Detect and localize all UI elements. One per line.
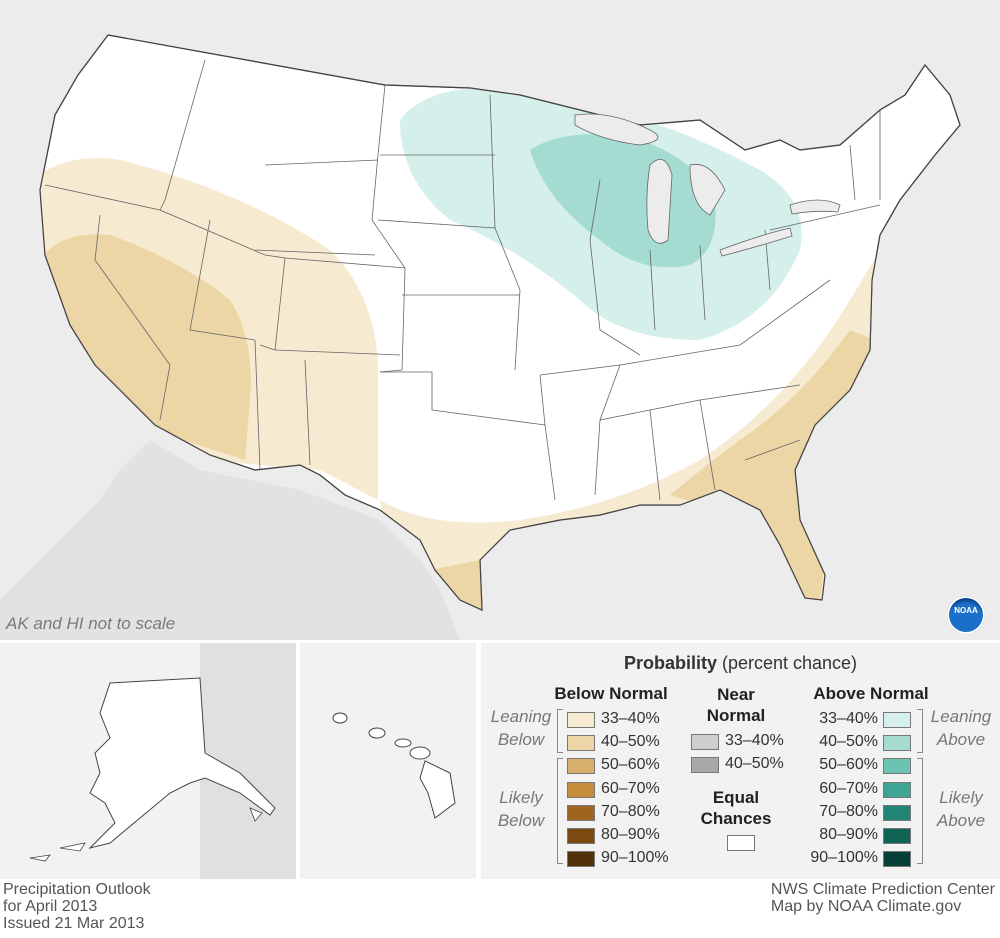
below-normal-range-label-1: 40–50% <box>601 733 660 751</box>
leaning-above-label: Leaning Above <box>922 705 1000 751</box>
likely-above-label-1: Likely <box>939 788 983 807</box>
leaning-below-label: Leaning Below <box>486 705 556 751</box>
below-normal-swatch-3 <box>567 781 595 798</box>
below-normal-swatch-1 <box>567 735 595 752</box>
likely-above-label-2: Above <box>936 811 986 830</box>
near-normal-heading: Near Normal <box>686 684 786 726</box>
below-normal-range-label-2: 50–60% <box>601 756 660 774</box>
below-normal-range-label-3: 60–70% <box>601 779 660 797</box>
legend-title: Probability (percent chance) <box>481 653 1000 674</box>
above-normal-range-label-0: 33–40% <box>819 710 878 727</box>
above-normal-swatch-5 <box>883 828 911 844</box>
above-normal-range-label-1: 40–50% <box>819 733 878 751</box>
likely-below-bracket <box>557 758 563 864</box>
legend-title-bold: Probability <box>623 653 717 673</box>
leaning-below-label-2: Below <box>497 730 545 749</box>
credit-climate-gov: Map by NOAA Climate.gov <box>770 898 962 915</box>
likely-below-label: Likely Below <box>486 786 556 832</box>
below-normal-range-label-4: 70–80% <box>601 802 660 820</box>
below-normal-swatch-4 <box>567 804 595 821</box>
leaning-below-label-1: Leaning <box>490 707 552 726</box>
equal-chances-heading-2: Chances <box>700 809 772 828</box>
below-normal-swatch-6 <box>567 851 595 868</box>
above-normal-swatch-6 <box>883 851 911 868</box>
outlook-title: Precipitation Outlook <box>3 881 151 898</box>
above-normal-swatch-1 <box>883 735 911 752</box>
leaning-above-label-1: Leaning <box>930 707 992 726</box>
likely-below-label-1: Likely <box>499 788 543 807</box>
above-normal-swatch-4 <box>883 804 911 821</box>
above-normal-range-label-2: 50–60% <box>819 756 878 774</box>
below-normal-swatch-0 <box>567 712 595 728</box>
contiguous-us-map: AK and HI not to scale NOAA <box>0 0 1000 640</box>
above-normal-heading: Above Normal <box>813 684 929 703</box>
near-normal-heading-1: Near <box>717 685 755 704</box>
outlook-period: for April 2013 <box>3 898 98 915</box>
leaning-below-bracket <box>557 709 563 753</box>
above-normal-swatch-0 <box>883 712 911 728</box>
near-normal-swatch-1 <box>691 757 719 774</box>
issued-date: Issued 21 Mar 2013 <box>3 915 145 932</box>
alaska-inset <box>0 643 296 879</box>
near-normal-range-label-0: 33–40% <box>725 732 784 749</box>
above-normal-range-label-5: 80–90% <box>819 826 878 843</box>
hawaii-inset <box>300 643 476 879</box>
near-normal-heading-2: Normal <box>706 706 766 725</box>
near-normal-swatch-0 <box>691 734 719 750</box>
above-normal-swatch-3 <box>883 781 911 798</box>
below-normal-range-label-0: 33–40% <box>601 710 660 727</box>
above-normal-range-label-4: 70–80% <box>819 802 878 820</box>
above-normal-range-label-6: 90–100% <box>810 849 878 867</box>
credit-cpc: NWS Climate Prediction Center <box>770 881 995 898</box>
scale-note: AK and HI not to scale <box>6 614 176 633</box>
likely-above-bracket <box>917 758 923 864</box>
noaa-logo-text: NOAA <box>954 606 978 615</box>
below-normal-range-label-6: 90–100% <box>601 849 669 867</box>
legend-title-rest: (percent chance) <box>721 653 858 673</box>
hawaii-map-graphic <box>332 712 456 819</box>
below-normal-range-label-5: 80–90% <box>601 826 660 843</box>
below-normal-heading: Below Normal <box>554 684 668 703</box>
leaning-above-label-2: Above <box>936 730 986 749</box>
noaa-logo: NOAA <box>947 596 985 634</box>
likely-above-label: Likely Above <box>922 786 1000 832</box>
footer-left: Precipitation Outlook for April 2013 Iss… <box>3 881 151 932</box>
equal-chances-heading: Equal Chances <box>686 787 786 829</box>
us-map-graphic <box>39 34 961 611</box>
leaning-above-bracket <box>917 709 923 753</box>
likely-below-label-2: Below <box>497 811 545 830</box>
alaska-map-graphic <box>29 643 296 879</box>
legend-panel: Probability (percent chance) Below Norma… <box>481 643 1000 879</box>
above-normal-swatch-2 <box>883 758 911 775</box>
above-normal-range-label-3: 60–70% <box>819 779 878 797</box>
below-normal-swatch-5 <box>567 828 595 844</box>
near-normal-range-label-1: 40–50% <box>725 755 784 773</box>
footer-right: NWS Climate Prediction Center Map by NOA… <box>771 881 995 915</box>
equal-chances-swatch <box>727 835 755 851</box>
below-normal-swatch-2 <box>567 758 595 775</box>
equal-chances-heading-1: Equal <box>712 788 760 807</box>
